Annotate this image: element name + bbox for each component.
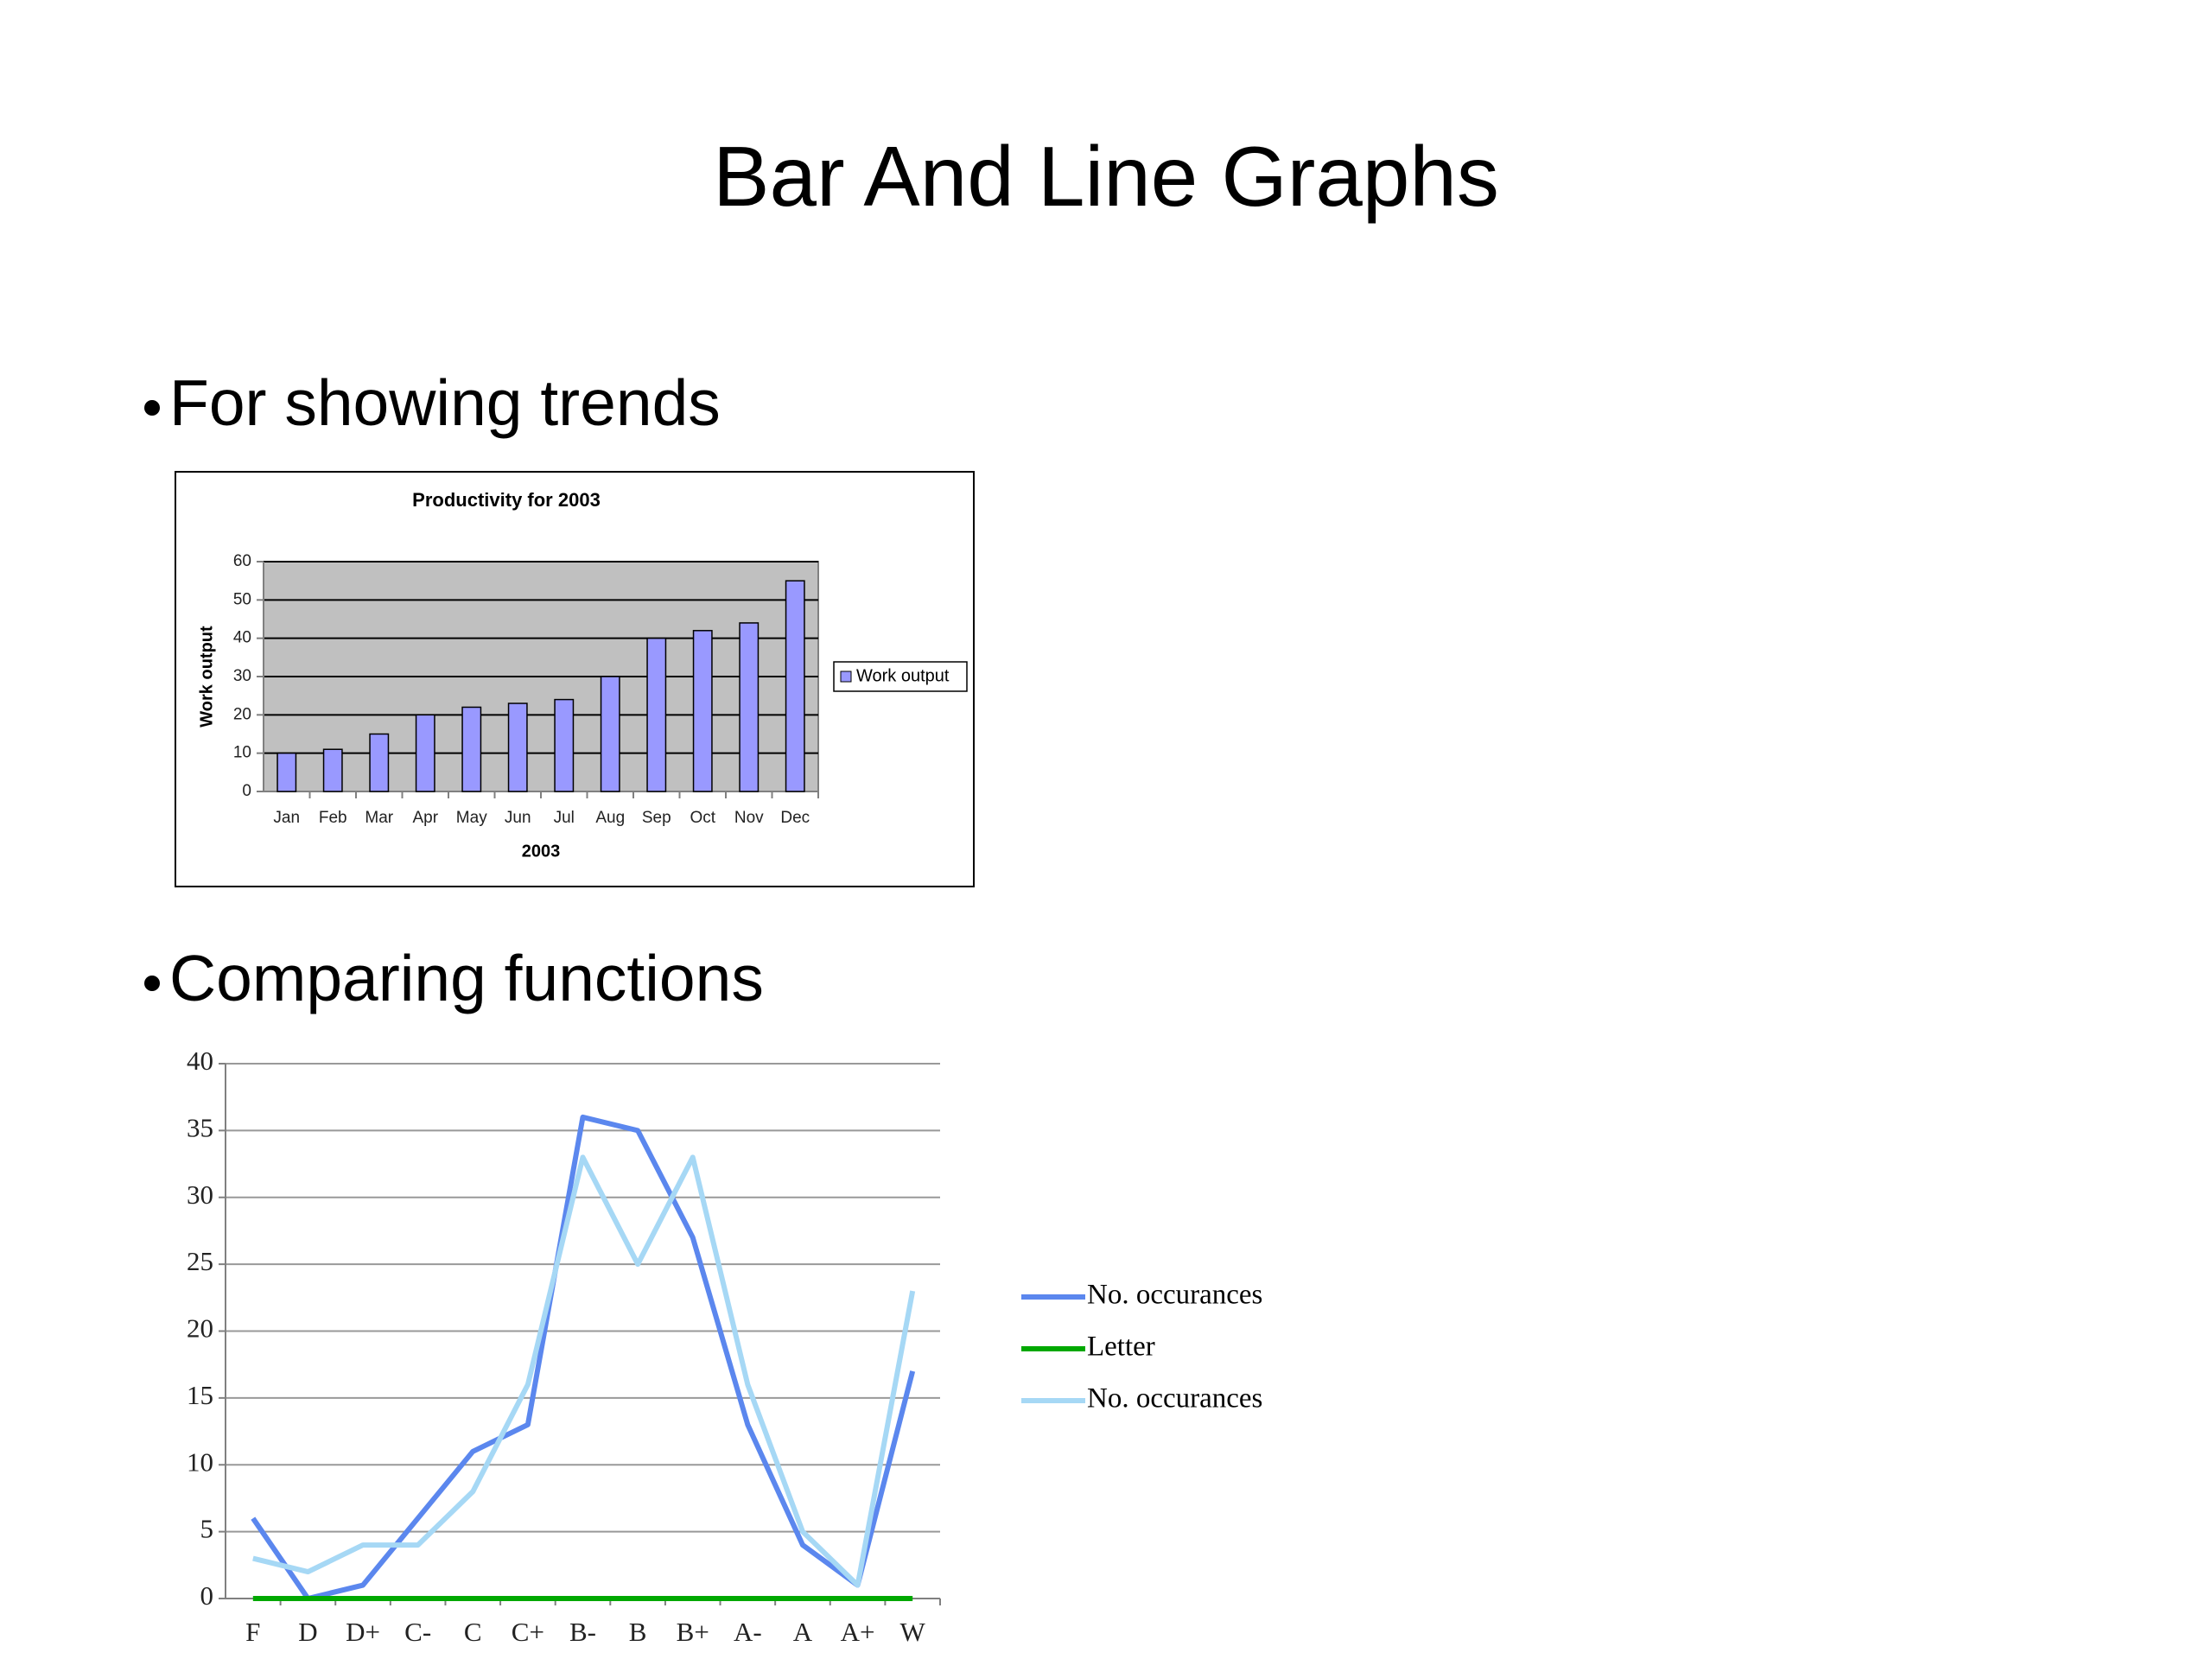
x-tick-label: Aug (595, 809, 625, 827)
y-tick-label: 35 (187, 1112, 213, 1142)
y-tick-label: 40 (187, 1046, 213, 1076)
x-tick-label: B+ (677, 1617, 709, 1647)
legend-swatch (840, 671, 852, 683)
x-tick-label: C+ (512, 1617, 544, 1647)
x-tick-label: C (464, 1617, 482, 1647)
line-series (252, 1154, 916, 1588)
y-tick-label: 30 (233, 667, 251, 685)
x-tick-label: A (793, 1617, 813, 1647)
y-tick-label: 10 (187, 1446, 213, 1477)
bullet-text: For showing trends (169, 366, 721, 439)
bar (369, 733, 390, 792)
x-tick-label: Feb (319, 809, 347, 827)
y-tick-label: 60 (233, 552, 251, 570)
x-tick-label: D+ (346, 1617, 380, 1647)
x-tick-label: Jan (273, 809, 300, 827)
x-tick-label: May (456, 809, 487, 827)
x-tick-label: B- (569, 1617, 596, 1647)
bullet (144, 400, 160, 416)
slide-title: Bar And Line Graphs (713, 129, 1499, 224)
x-tick-label: D (298, 1617, 317, 1647)
legend-label: Letter (1087, 1332, 1155, 1363)
bar (276, 752, 297, 792)
x-tick-label: Jul (554, 809, 575, 827)
x-tick-label: A+ (841, 1617, 875, 1647)
legend-label: Work output (856, 666, 950, 685)
x-tick-label: C- (404, 1617, 431, 1647)
bar (692, 630, 713, 792)
y-tick-label: 15 (187, 1380, 213, 1410)
bar (554, 698, 575, 792)
bar (600, 676, 620, 792)
legend-frame (833, 661, 968, 692)
x-axis-label: 2003 (522, 842, 561, 861)
x-tick-label: W (900, 1617, 926, 1647)
x-tick-label: Jun (505, 809, 531, 827)
x-tick-label: F (245, 1617, 260, 1647)
bar (646, 637, 667, 792)
y-axis-label: Work output (197, 626, 216, 728)
bar (461, 706, 482, 792)
x-tick-label: Dec (780, 809, 810, 827)
chart-title: Productivity for 2003 (412, 489, 601, 511)
legend-label: No. occurances (1087, 1383, 1262, 1414)
y-tick-label: 0 (200, 1580, 214, 1611)
x-tick-label: Nov (734, 809, 764, 827)
bar (415, 714, 435, 792)
y-tick-label: 20 (233, 705, 251, 723)
bar (739, 622, 760, 792)
x-tick-label: A- (734, 1617, 762, 1647)
bar (322, 748, 343, 792)
bar (507, 702, 528, 792)
line-series (251, 1114, 916, 1601)
x-tick-label: Oct (690, 809, 715, 827)
y-tick-label: 10 (233, 744, 251, 762)
y-tick-label: 25 (187, 1246, 213, 1276)
x-tick-label: Apr (412, 809, 438, 827)
bullet (144, 976, 160, 991)
y-tick-label: 20 (187, 1313, 213, 1344)
y-tick-label: 30 (187, 1179, 213, 1210)
y-tick-label: 0 (242, 782, 251, 800)
y-tick-label: 50 (233, 590, 251, 608)
x-tick-label: Sep (642, 809, 671, 827)
bullet-text: Comparing functions (169, 942, 764, 1014)
y-tick-label: 40 (233, 629, 251, 647)
y-tick-label: 5 (200, 1514, 214, 1544)
x-tick-label: B (629, 1617, 647, 1647)
x-tick-label: Mar (365, 809, 393, 827)
legend-label: No. occurances (1087, 1280, 1262, 1311)
bar (785, 580, 805, 792)
